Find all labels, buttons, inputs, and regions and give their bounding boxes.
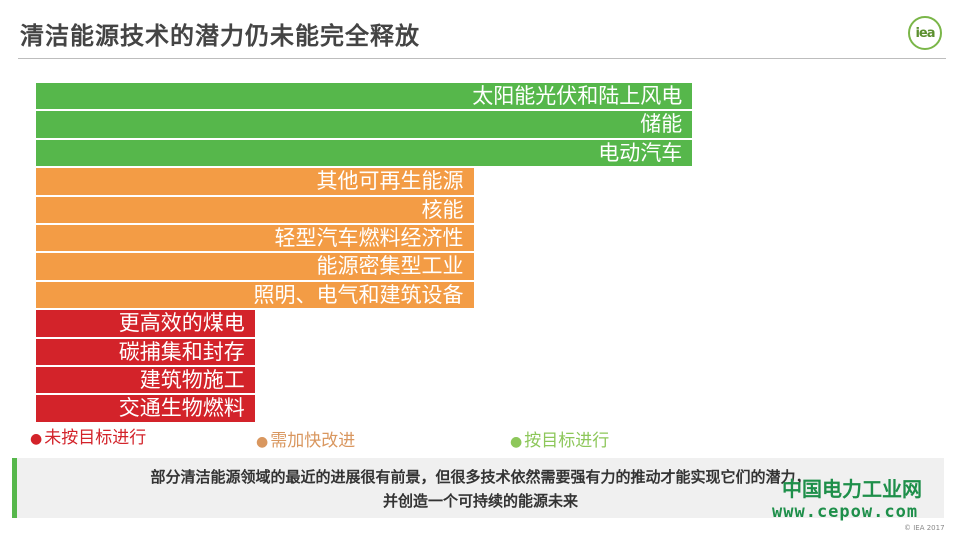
watermark-name: 中国电力工业网 xyxy=(782,477,922,501)
bar-11: 建筑物施工 xyxy=(36,367,255,396)
bar-label: 碳捕集和封存 xyxy=(118,339,245,364)
bar-6: 轻型汽车燃料经济性 xyxy=(36,225,474,254)
legend-label: 按目标进行 xyxy=(524,431,610,451)
bar-12: 交通生物燃料 xyxy=(36,395,255,424)
summary-line-2: 并创造一个可持续的能源未来 xyxy=(382,492,578,510)
summary-panel: 部分清洁能源领域的最近的进展很有前景，但很多技术依然需要强有力的推动才能实现它们… xyxy=(12,458,944,518)
legend-item-not-on-track: ● 未按目标进行 xyxy=(30,423,146,448)
bar-label: 更高效的煤电 xyxy=(118,311,245,336)
bar-label: 建筑物施工 xyxy=(139,368,245,392)
summary-line-1: 部分清洁能源领域的最近的进展很有前景，但很多技术依然需要强有力的推动才能实现它们… xyxy=(150,468,811,486)
bar-label: 储能 xyxy=(640,112,683,137)
bar-4: 其他可再生能源 xyxy=(36,168,474,197)
title-divider xyxy=(18,58,946,59)
legend-label: 需加快改进 xyxy=(270,431,356,451)
bar-label: 其他可再生能源 xyxy=(316,169,464,194)
bar-label: 交通生物燃料 xyxy=(118,396,245,421)
bar-3: 电动汽车 xyxy=(36,139,693,169)
bar-label: 轻型汽车燃料经济性 xyxy=(274,226,464,250)
logo-text: iea xyxy=(915,25,935,41)
bar-label: 能源密集型工业 xyxy=(316,254,464,279)
bar-2: 储能 xyxy=(36,111,693,140)
bar-5: 核能 xyxy=(36,196,474,225)
legend-label: 未按目标进行 xyxy=(44,428,147,448)
copyright-text: © IEA 2017 xyxy=(904,524,945,532)
legend-dot-icon: ● xyxy=(256,434,269,450)
bar-9: 更高效的煤电 xyxy=(36,310,255,339)
bar-10: 碳捕集和封存 xyxy=(36,338,255,367)
slide-title: 清洁能源技术的潜力仍未能完全释放 xyxy=(20,21,420,50)
legend-item-on-track: ● 按目标进行 xyxy=(510,426,609,451)
iea-logo: iea xyxy=(908,16,942,50)
bar-label: 核能 xyxy=(421,197,464,222)
bar-label: 照明、电气和建筑设备 xyxy=(253,282,464,307)
bar-label: 电动汽车 xyxy=(598,140,683,165)
bar-7: 能源密集型工业 xyxy=(36,253,474,282)
bar-1: 太阳能光伏和陆上风电 xyxy=(36,83,693,112)
bar-8: 照明、电气和建筑设备 xyxy=(36,281,474,311)
legend-dot-icon: ● xyxy=(510,434,523,450)
bar-label: 太阳能光伏和陆上风电 xyxy=(472,84,683,108)
watermark-url: www.cepow.com xyxy=(772,502,919,522)
legend-dot-icon: ● xyxy=(30,431,43,447)
legend-item-more-effort: ● 需加快改进 xyxy=(256,426,355,451)
